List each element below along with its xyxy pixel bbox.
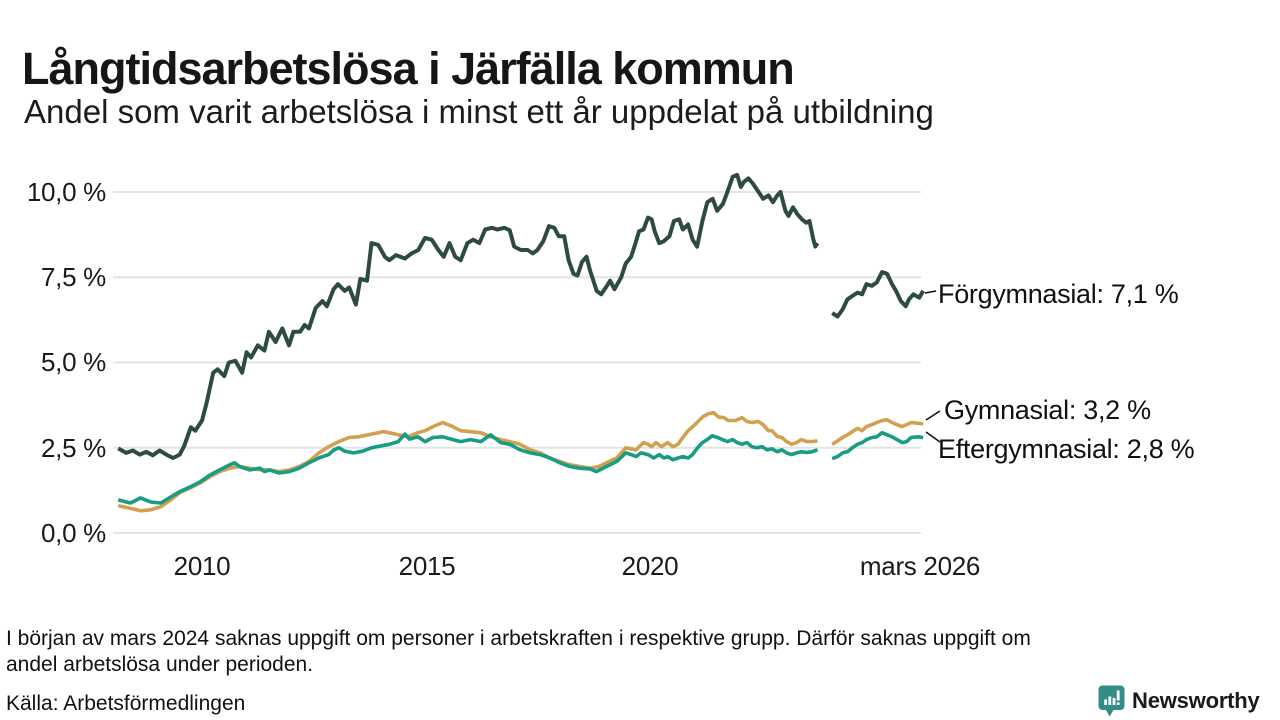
y-tick-label-5: 5,0 % [41,347,106,377]
x-tick-label-2010: 2010 [173,551,231,581]
newsworthy-wordmark: Newsworthy [1132,688,1260,713]
series-line-eftergymnasial-seg1 [117,432,819,505]
newsworthy-logo: Newsworthy [1098,684,1260,718]
x-tick-label-mars-2026: mars 2026 [859,551,981,581]
footnote-line-1: I början av mars 2024 saknas uppgift om … [6,627,1031,650]
series-label-gymnasial: Gymnasial: 3,2 % [944,395,1151,425]
x-tick-label-2020: 2020 [621,551,679,581]
series-line-förgymnasial-seg1 [117,172,820,460]
newsworthy-bubble-icon [1098,685,1125,716]
y-tick-label-7-5: 7,5 % [41,262,106,292]
leader-line-forgymnasial [924,290,937,294]
series-line-gymnasial-seg2 [831,417,924,446]
series-line-förgymnasial-seg2 [831,270,925,319]
series-line-gymnasial-seg1 [117,410,818,513]
y-tick-label-10: 10,0 % [26,177,106,207]
page-title: Långtidsarbetslösa i Järfälla kommun [22,43,795,95]
chart-subtitle: Andel som varit arbetslösa i minst ett å… [24,93,934,130]
series-label-forgymnasial: Förgymnasial: 7,1 % [938,279,1179,309]
footnote-line-2: andel arbetslösa under perioden. [6,653,314,676]
y-tick-label-0: 0,0 % [41,518,106,548]
series-label-eftergymnasial: Eftergymnasial: 2,8 % [938,434,1195,464]
x-tick-label-2015: 2015 [398,551,456,581]
source-attribution: Källa: Arbetsförmedlingen [6,692,246,715]
y-tick-label-2-5: 2,5 % [41,433,106,463]
series-line-eftergymnasial-seg2 [831,430,924,461]
leader-line-gymnasial [925,410,941,421]
